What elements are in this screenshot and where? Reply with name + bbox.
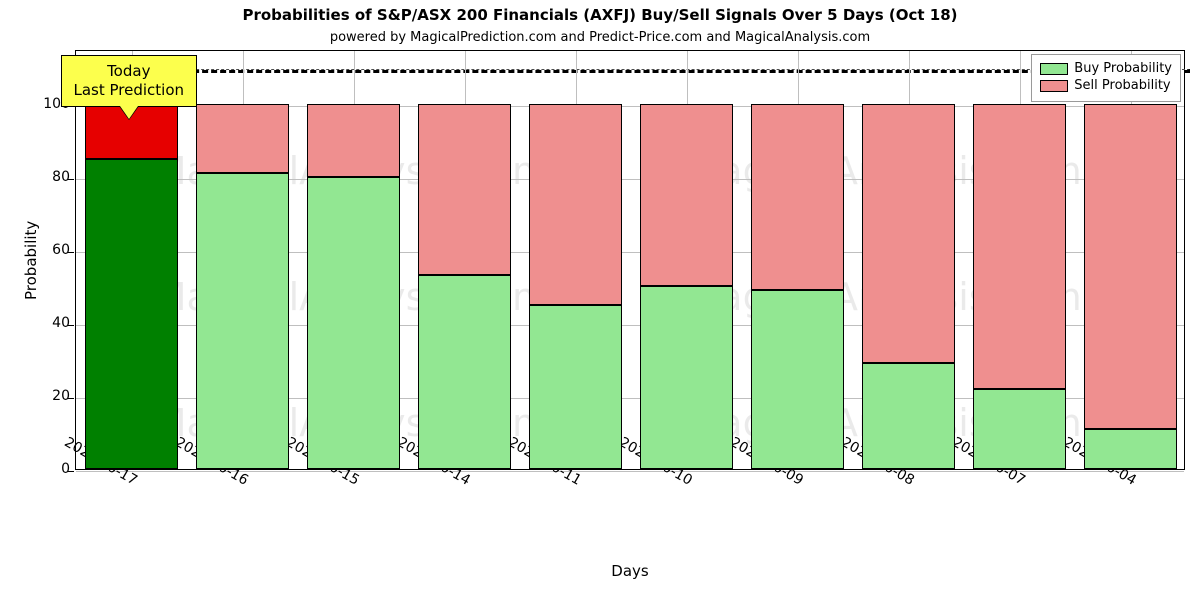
bar-sell	[196, 104, 289, 173]
y-tick-label: 40	[52, 315, 76, 331]
bar-sell	[529, 104, 622, 305]
bar-buy	[862, 363, 955, 469]
bar-sell	[751, 104, 844, 290]
today-callout: Today Last Prediction	[61, 55, 198, 107]
bar-buy	[640, 286, 733, 469]
y-tick-label: 20	[52, 388, 76, 404]
legend-swatch	[1040, 63, 1068, 75]
x-axis-label: Days	[75, 562, 1185, 580]
bar-sell	[418, 104, 511, 276]
bar-sell	[640, 104, 733, 287]
bar-buy	[418, 275, 511, 469]
bar-buy	[307, 177, 400, 469]
bar-buy	[196, 173, 289, 469]
legend-swatch	[1040, 80, 1068, 92]
legend-item: Sell Probability	[1040, 78, 1172, 93]
y-tick-label: 60	[52, 242, 76, 258]
y-tick-label: 0	[61, 461, 76, 477]
bar-buy	[85, 159, 178, 469]
callout-arrow-icon	[119, 106, 139, 120]
bar-buy	[529, 305, 622, 469]
bar-sell	[307, 104, 400, 177]
legend-label: Sell Probability	[1074, 78, 1170, 93]
y-tick-label: 80	[52, 169, 76, 185]
legend: Buy Probability Sell Probability	[1031, 54, 1181, 102]
y-axis-label: Probability	[22, 221, 40, 300]
bar-sell	[973, 104, 1066, 389]
chart-title: Probabilities of S&P/ASX 200 Financials …	[0, 6, 1200, 24]
chart-container: { "title": { "text": "Probabilities of S…	[0, 0, 1200, 600]
bar-buy	[1084, 429, 1177, 469]
bar-sell	[1084, 104, 1177, 429]
bar-sell	[862, 104, 955, 363]
chart-subtitle: powered by MagicalPrediction.com and Pre…	[0, 30, 1200, 45]
legend-label: Buy Probability	[1074, 61, 1172, 76]
callout-line2: Last Prediction	[74, 81, 185, 100]
bar-buy	[973, 389, 1066, 469]
legend-item: Buy Probability	[1040, 61, 1172, 76]
callout-line1: Today	[74, 62, 185, 81]
bar-buy	[751, 290, 844, 469]
plot-area: MagicalAnalysis.comMagicalAnalysis.comMa…	[75, 50, 1185, 470]
